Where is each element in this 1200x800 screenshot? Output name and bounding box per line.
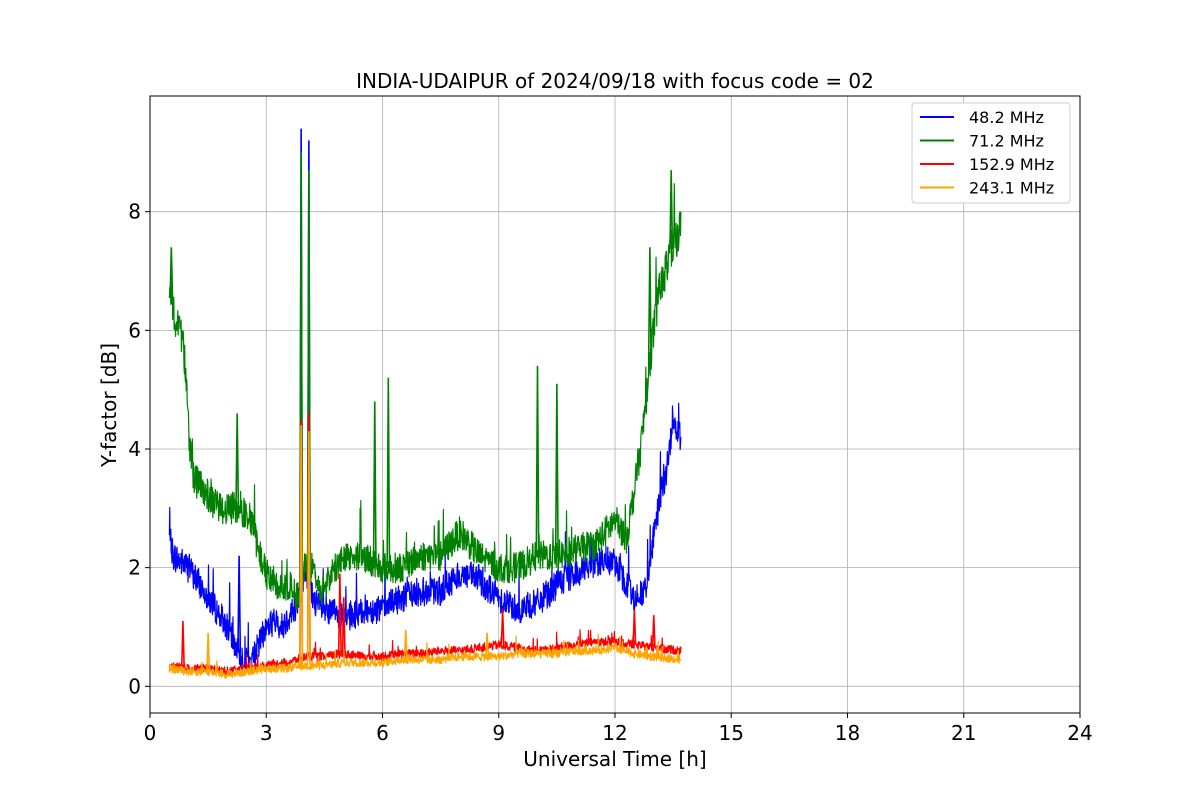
y-axis-label: Y-factor [dB] <box>97 343 121 468</box>
legend-label: 243.1 MHz <box>969 179 1054 198</box>
series-line <box>168 633 682 679</box>
series-spike <box>341 597 346 654</box>
series-spike <box>180 621 185 668</box>
y-tick-label: 8 <box>128 200 141 224</box>
legend-label: 48.2 MHz <box>969 108 1044 127</box>
series-spike <box>235 413 240 509</box>
y-tick-label: 2 <box>128 556 141 580</box>
series-spike <box>299 425 304 667</box>
series-line <box>168 183 682 611</box>
series-spike <box>669 170 674 249</box>
series-spike <box>306 431 311 666</box>
series-spike <box>372 401 377 563</box>
series-spike <box>403 629 408 660</box>
series-spike <box>237 555 242 653</box>
series-spike <box>554 383 559 556</box>
legend-box <box>911 102 1071 204</box>
chart-title: INDIA-UDAIPUR of 2024/09/18 with focus c… <box>356 69 874 93</box>
series-spike <box>647 247 652 361</box>
x-tick-label: 15 <box>719 721 744 745</box>
series-spike <box>386 377 391 568</box>
series-spike <box>651 615 656 648</box>
legend: 48.2 MHz 71.2 MHz 152.9 MHz 243.1 MHz <box>911 102 1071 204</box>
series-spike <box>500 609 505 646</box>
series-spike <box>206 632 211 672</box>
legend-label: 71.2 MHz <box>969 132 1044 151</box>
x-tick-label: 12 <box>602 721 627 745</box>
series-spike <box>485 632 490 657</box>
series-spike <box>337 573 342 655</box>
y-tick-label: 4 <box>128 437 141 461</box>
x-axis-label: Universal Time [h] <box>523 747 706 771</box>
series-layer <box>168 128 682 679</box>
x-tick-label: 3 <box>260 721 273 745</box>
x-tick-label: 6 <box>376 721 389 745</box>
x-tick-label: 21 <box>951 721 976 745</box>
x-tick-label: 9 <box>492 721 505 745</box>
x-tick-label: 0 <box>144 721 157 745</box>
series-spike <box>169 247 174 298</box>
y-tick-label: 6 <box>128 318 141 342</box>
series-spike <box>632 609 637 645</box>
x-tick-label: 18 <box>835 721 860 745</box>
legend-label: 152.9 MHz <box>969 155 1054 174</box>
series-spike <box>330 611 335 618</box>
y-tick-label: 0 <box>128 674 141 698</box>
series-3 <box>168 425 682 679</box>
series-spike <box>535 365 540 556</box>
x-tick-label: 24 <box>1067 721 1092 745</box>
